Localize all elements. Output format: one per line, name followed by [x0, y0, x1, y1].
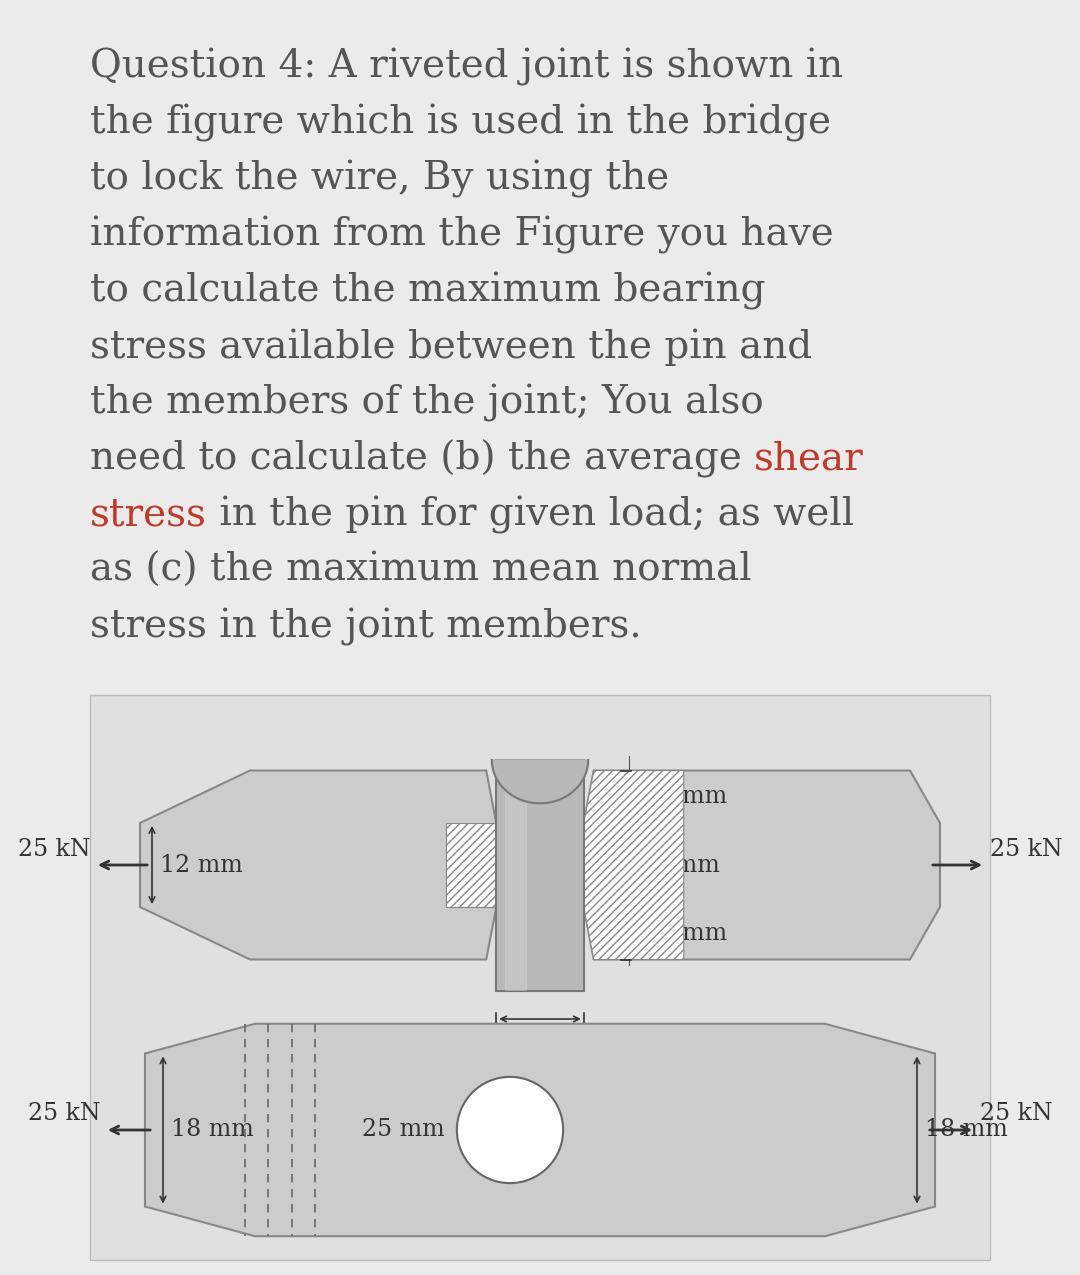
Text: 25 mm: 25 mm	[362, 1118, 445, 1141]
Polygon shape	[584, 770, 940, 960]
Bar	[446, 822, 496, 907]
Text: need to calculate (b) the average: need to calculate (b) the average	[90, 440, 754, 478]
Text: 7.5 mm: 7.5 mm	[637, 922, 727, 945]
Text: 25 kN: 25 kN	[990, 838, 1063, 861]
Text: to lock the wire, By using the: to lock the wire, By using the	[90, 159, 670, 198]
Polygon shape	[584, 770, 684, 960]
Bar	[90, 695, 990, 1260]
Text: 25 kN: 25 kN	[27, 1103, 100, 1126]
Circle shape	[457, 1077, 563, 1183]
Text: the members of the joint; You also: the members of the joint; You also	[90, 384, 764, 422]
Text: the figure which is used in the bridge: the figure which is used in the bridge	[90, 105, 832, 142]
Text: to calculate the maximum bearing: to calculate the maximum bearing	[90, 272, 766, 310]
Text: in the pin for given load; as well: in the pin for given load; as well	[207, 496, 854, 534]
Bar	[496, 760, 584, 991]
Text: 18 mm: 18 mm	[171, 1118, 254, 1141]
Text: 12 mm: 12 mm	[637, 853, 719, 876]
Text: stress: stress	[90, 496, 207, 533]
Polygon shape	[145, 1024, 935, 1237]
Text: Question 4: A riveted joint is shown in: Question 4: A riveted joint is shown in	[90, 48, 843, 85]
Polygon shape	[491, 760, 589, 803]
Text: 25 kN: 25 kN	[980, 1103, 1053, 1126]
Bar	[446, 822, 496, 907]
Text: 18 mm: 18 mm	[924, 1118, 1008, 1141]
Text: 12.5 mm: 12.5 mm	[487, 1034, 593, 1057]
Text: information from the Figure you have: information from the Figure you have	[90, 215, 834, 254]
Text: 7.5 mm: 7.5 mm	[637, 785, 727, 808]
Text: stress available between the pin and: stress available between the pin and	[90, 328, 812, 366]
Text: stress in the joint members.: stress in the joint members.	[90, 608, 642, 646]
Text: 25 kN: 25 kN	[17, 838, 90, 861]
Text: shear: shear	[754, 440, 864, 477]
Polygon shape	[140, 770, 496, 960]
Text: as (c) the maximum mean normal: as (c) the maximum mean normal	[90, 552, 752, 589]
Text: 12 mm: 12 mm	[160, 853, 243, 876]
Bar	[505, 760, 527, 991]
